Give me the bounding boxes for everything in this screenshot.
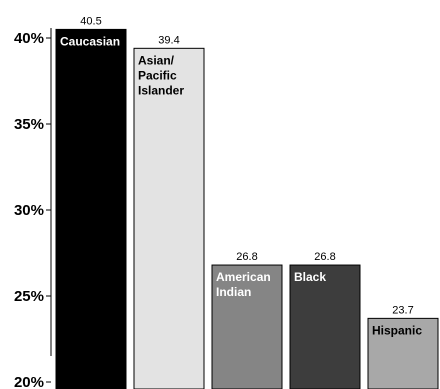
y-tick-label: 30%: [14, 202, 44, 219]
bar-value-label: 39.4: [158, 34, 179, 46]
y-tick-label: 25%: [14, 288, 44, 305]
bar-value-label: 40.5: [80, 15, 101, 27]
bar-category-label: Caucasian: [60, 34, 120, 48]
bar: [133, 47, 205, 389]
bar-group: 23.7 Hispanic: [367, 304, 439, 389]
bar-category-label: Black: [294, 270, 326, 284]
bar-value-label: 26.8: [314, 251, 335, 263]
bar: [55, 28, 127, 389]
bar: [367, 317, 439, 389]
y-tick-label: 35%: [14, 116, 44, 133]
bar-category-label: Hispanic: [372, 323, 422, 337]
bar-category-label: American Indian: [216, 270, 271, 299]
bar-group: 39.4 Asian/Pacific Islander: [133, 34, 205, 389]
bar-value-label: 23.7: [392, 304, 413, 316]
bar: [289, 264, 361, 389]
bar-group: 26.8 Black: [289, 251, 361, 389]
bar-group: 40.5 Caucasian: [55, 15, 127, 389]
bar-category-label: Asian/Pacific Islander: [138, 53, 184, 97]
y-tick-label: 40%: [14, 30, 44, 47]
bar: [211, 264, 283, 389]
y-axis-ticks: 20% 25% 30% 35% 40%: [14, 30, 51, 389]
bars: 40.5 Caucasian 39.4 Asian/Pacific Islander 26…: [55, 15, 439, 389]
bar-value-label: 26.8: [236, 251, 257, 263]
y-tick-label: 20%: [14, 374, 44, 389]
bar-group: 26.8 American Indian: [211, 251, 283, 389]
